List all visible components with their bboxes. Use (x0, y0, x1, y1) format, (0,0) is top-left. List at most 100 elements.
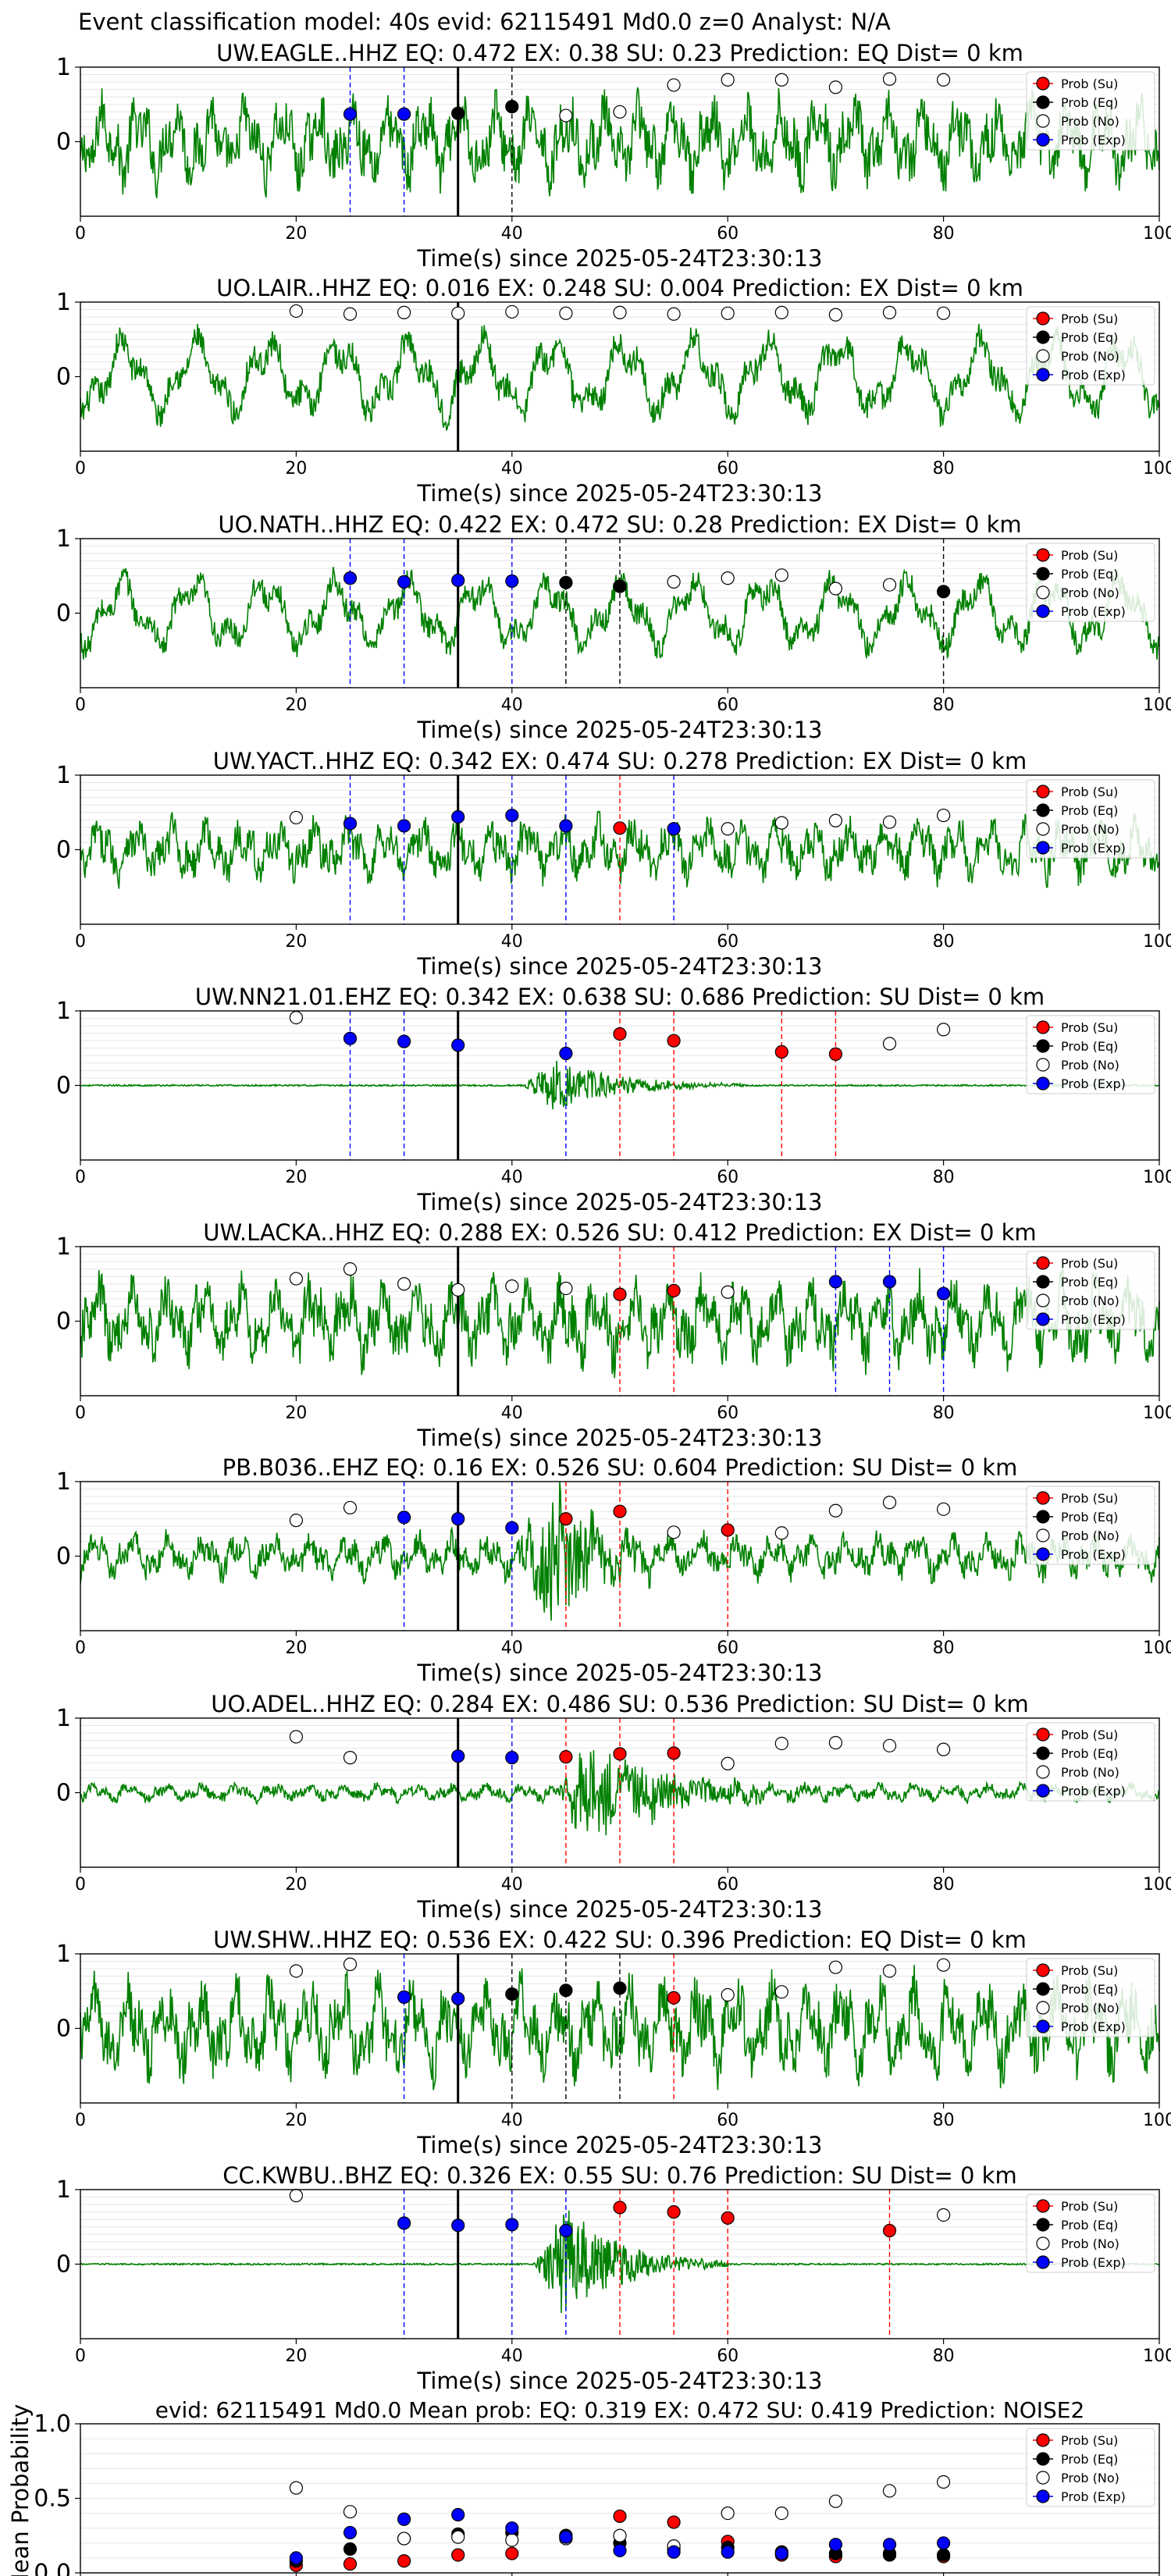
prob-marker-exp (451, 573, 465, 588)
prob-marker-exp (397, 107, 411, 121)
prob-marker-no (936, 1023, 951, 1037)
x-tick-label: 100 (1143, 932, 1171, 952)
prob-marker-exp (828, 1275, 843, 1289)
prob-marker-exp (505, 2218, 519, 2232)
x-tick-label: 60 (717, 1638, 739, 1658)
legend: Prob (Su) Prob (Eq) Prob (No) Prob (Exp) (1026, 1015, 1155, 1094)
prob-marker-no (613, 105, 627, 119)
x-tick-label: 20 (285, 1638, 307, 1658)
prob-marker-no (774, 816, 788, 830)
legend-marker-su (1036, 1963, 1050, 1977)
mean-marker-no (451, 2530, 465, 2544)
prob-marker-no (721, 306, 735, 320)
prob-marker-exp (505, 574, 519, 589)
panel-title: UW.NN21.01.EHZ EQ: 0.342 EX: 0.638 SU: 0… (195, 984, 1045, 1010)
prob-marker-no (397, 305, 411, 319)
x-tick-label: 60 (717, 1404, 739, 1423)
prob-marker-exp (559, 819, 573, 833)
prob-marker-no (828, 1960, 843, 1974)
legend-marker-eq (1036, 1982, 1050, 1996)
x-tick-label: 0 (75, 459, 86, 479)
mean-marker-exp (667, 2545, 681, 2559)
prob-marker-no (828, 582, 843, 596)
legend-label-exp: Prob (Exp) (1061, 133, 1126, 148)
prob-marker-exp (451, 1749, 465, 1763)
x-tick-label: 40 (501, 1875, 523, 1895)
legend-marker-su (1036, 2433, 1050, 2447)
legend-label-eq: Prob (Eq) (1061, 803, 1118, 818)
x-tick-label: 100 (1143, 224, 1171, 244)
waveform-panel: UW.NN21.01.EHZ EQ: 0.342 EX: 0.638 SU: 0… (56, 984, 1171, 1215)
legend-label-no: Prob (No) (1061, 585, 1119, 600)
x-tick-label: 80 (933, 2111, 955, 2130)
legend-label-su: Prob (Su) (1061, 1491, 1118, 1506)
legend-frame (1026, 1485, 1155, 1565)
prob-marker-exp (505, 1751, 519, 1765)
legend-marker-no (1036, 1528, 1050, 1542)
legend-marker-no (1036, 2001, 1050, 2015)
legend-label-eq: Prob (Eq) (1061, 1039, 1118, 1054)
panel-title: UO.ADEL..HHZ EQ: 0.284 EX: 0.486 SU: 0.5… (211, 1691, 1029, 1717)
legend: Prob (Su) Prob (Eq) Prob (No) Prob (Exp) (1026, 1958, 1155, 2037)
y-tick-label: 1 (56, 1468, 71, 1496)
x-tick-label: 80 (933, 1638, 955, 1658)
x-tick-label: 80 (933, 1404, 955, 1423)
legend-marker-no (1036, 349, 1050, 363)
legend-label-eq: Prob (Eq) (1061, 2218, 1118, 2233)
x-tick-label: 60 (717, 932, 739, 952)
prob-marker-exp (397, 819, 411, 833)
legend-marker-eq (1036, 567, 1050, 581)
legend-marker-su (1036, 76, 1050, 91)
mean-marker-no (936, 2475, 951, 2489)
legend-marker-no (1036, 1058, 1050, 1072)
legend-marker-su (1036, 548, 1050, 562)
x-tick-label: 20 (285, 932, 307, 952)
mean-marker-exp (774, 2546, 788, 2560)
x-axis-label: Time(s) since 2025-05-24T23:30:13 (417, 1660, 823, 1686)
x-tick-label: 60 (717, 1875, 739, 1895)
seismic-trace (80, 87, 1160, 199)
legend: Prob (Su) Prob (Eq) Prob (No) Prob (Exp) (1026, 1485, 1155, 1565)
legend-label-no: Prob (No) (1061, 2001, 1119, 2016)
prob-marker-exp (343, 1031, 358, 1045)
legend-label-no: Prob (No) (1061, 1058, 1119, 1073)
legend-label-eq: Prob (Eq) (1061, 330, 1118, 345)
legend-label-no: Prob (No) (1061, 1293, 1119, 1308)
x-tick-label: 40 (501, 224, 523, 244)
prob-marker-no (936, 306, 951, 320)
legend-label-eq: Prob (Eq) (1061, 2452, 1118, 2467)
x-axis-label: Time(s) since 2025-05-24T23:30:13 (417, 1189, 823, 1215)
legend-marker-no (1036, 2471, 1050, 2485)
waveform-panel: UW.SHW..HHZ EQ: 0.536 EX: 0.422 SU: 0.39… (56, 1927, 1171, 2158)
prob-marker-eq (559, 1984, 573, 1998)
legend-marker-exp (1036, 133, 1050, 147)
prob-marker-exp (882, 1275, 897, 1289)
x-tick-label: 100 (1143, 1404, 1171, 1423)
prob-marker-exp (451, 2218, 465, 2233)
legend-marker-su (1036, 2199, 1050, 2213)
x-axis-label: Time(s) since 2025-05-24T23:30:13 (417, 1425, 823, 1451)
prob-marker-exp (343, 817, 358, 831)
mean-marker-exp (451, 2507, 465, 2522)
x-axis-label: Time(s) since 2025-05-24T23:30:13 (417, 717, 823, 743)
x-tick-label: 60 (717, 696, 739, 715)
mean-marker-exp (936, 2536, 951, 2550)
legend-marker-exp (1036, 2255, 1050, 2269)
prob-marker-no (721, 1285, 735, 1299)
x-tick-label: 40 (501, 1168, 523, 1187)
prob-marker-no (828, 1503, 843, 1517)
legend-label-su: Prob (Su) (1061, 2199, 1118, 2214)
prob-marker-exp (451, 1512, 465, 1526)
y-tick-label: 0 (56, 129, 71, 156)
legend-label-su: Prob (Su) (1061, 1963, 1118, 1978)
legend-label-exp: Prob (Exp) (1061, 1784, 1126, 1799)
prob-marker-no (828, 308, 843, 322)
x-tick-label: 40 (501, 2347, 523, 2366)
legend-marker-exp (1036, 2019, 1050, 2033)
waveform-panel: UW.EAGLE..HHZ EQ: 0.472 EX: 0.38 SU: 0.2… (56, 40, 1171, 272)
prob-marker-no (289, 2189, 303, 2203)
mean-marker-exp (613, 2543, 627, 2557)
mean-marker-exp (397, 2512, 411, 2526)
prob-marker-eq (613, 1981, 627, 1995)
prob-marker-exp (397, 575, 411, 589)
